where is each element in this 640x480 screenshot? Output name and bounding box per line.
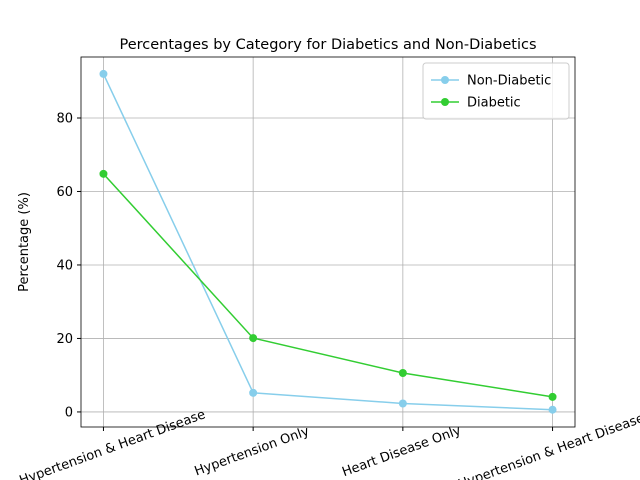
y-axis-label: Percentage (%)	[17, 192, 32, 292]
legend-label: Diabetic	[467, 96, 521, 111]
y-tick-label: 40	[56, 258, 73, 273]
marker	[99, 169, 108, 178]
line	[102, 173, 553, 398]
marker	[548, 392, 557, 401]
line	[102, 73, 553, 411]
legend-box	[422, 62, 570, 120]
legend-marker	[441, 98, 449, 106]
marker	[249, 334, 258, 343]
y-tick-label: 60	[56, 185, 73, 200]
y-tick-label: 0	[65, 405, 73, 420]
legend-marker	[441, 76, 449, 84]
marker	[548, 405, 557, 414]
legend-label: Non-Diabetic	[467, 74, 551, 89]
plot-frame	[80, 56, 576, 428]
marker	[249, 388, 258, 397]
y-tick-label: 80	[56, 111, 73, 126]
marker	[398, 368, 407, 377]
y-tick-label: 20	[56, 332, 73, 347]
marker	[99, 69, 108, 78]
chart-title: Percentages by Category for Diabetics an…	[119, 37, 536, 53]
marker	[398, 399, 407, 408]
